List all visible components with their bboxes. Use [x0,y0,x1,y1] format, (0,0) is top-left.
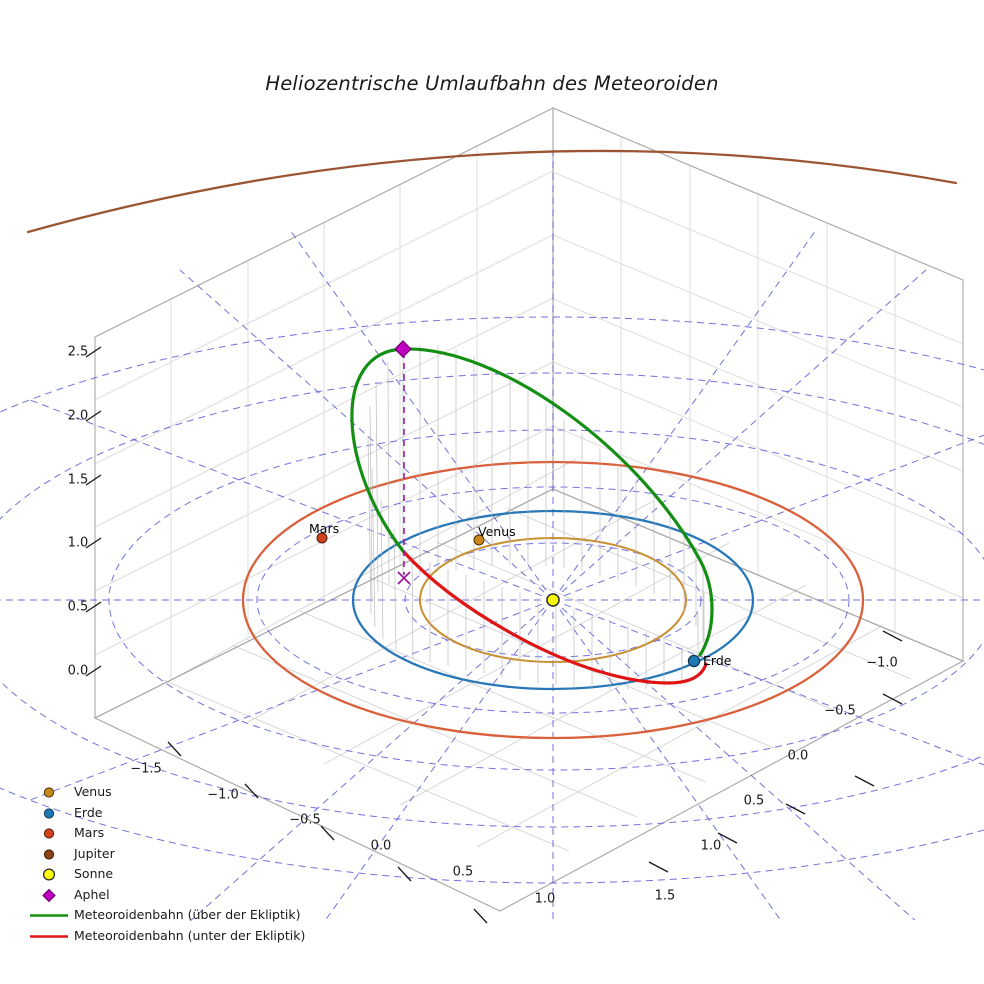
legend-label-mars: Mars [74,825,105,840]
aphel-diamond-icon [28,885,70,906]
aphel-marker[interactable] [394,340,412,358]
axes-grid-floor [162,458,912,852]
erde-marker-icon [28,803,70,824]
legend-label-aphel: Aphel [74,886,110,902]
mars-marker-icon [28,823,70,844]
venus-label: Venus [478,524,516,539]
z-tick-3: 1.5 [67,472,89,488]
z-tick-0: 0.0 [67,663,89,679]
venus-marker[interactable] [473,534,485,546]
legend-item-bahn-ueber[interactable]: Meteoroidenbahn (über der Ekliptik) [28,905,328,926]
erde-marker[interactable] [687,654,701,668]
x-tick-3: 0.0 [370,838,392,854]
legend-item-mars[interactable]: Mars [28,823,328,844]
sonne-marker-icon [28,864,70,885]
jupiter-orbit [26,149,958,234]
x-tick-1: −1.0 [207,787,239,803]
venus-orbit [419,537,687,663]
legend-item-aphel[interactable]: Aphel [28,885,328,906]
axes-box-outline [93,107,965,912]
z-tick-5: 2.5 [67,344,89,360]
legend-item-jupiter[interactable]: Jupiter [28,844,328,865]
legend: Venus Erde Mars Jupiter Sonne [28,782,328,946]
x-tick-4: 0.5 [452,864,474,880]
venus-marker-icon [28,782,70,803]
legend-label-erde: Erde [74,804,103,820]
y-tick-1: 1.0 [700,838,722,854]
red-line-icon [28,926,70,947]
legend-item-bahn-unter[interactable]: Meteoroidenbahn (unter der Ekliptik) [28,926,328,947]
mars-marker[interactable] [316,532,328,544]
erde-orbit [351,509,755,691]
x-tick-5: 1.0 [534,891,556,907]
meteoroid-droplines [367,345,705,690]
y-tick-4: −0.5 [824,703,856,719]
y-tick-0: 1.5 [654,888,676,904]
legend-item-sonne[interactable]: Sonne [28,864,328,885]
jupiter-marker-icon [28,844,70,865]
legend-label-bahn-ueber: Meteoroidenbahn (über der Ekliptik) [74,907,301,922]
z-tick-1: 0.5 [67,599,89,615]
aphel-projection-marker[interactable] [397,571,411,585]
legend-label-jupiter: Jupiter [74,845,115,861]
y-tick-5: −1.0 [866,655,898,671]
z-tick-2: 1.0 [67,535,89,551]
legend-item-venus[interactable]: Venus [28,782,328,803]
legend-label-venus: Venus [74,784,112,799]
sonne-marker[interactable] [546,593,560,607]
legend-label-bahn-unter: Meteoroidenbahn (unter der Ekliptik) [74,927,306,943]
ecliptic-radial-spokes [0,150,984,920]
mars-orbit [241,460,865,740]
green-line-icon [28,905,70,926]
y-tick-2: 0.5 [743,793,765,809]
y-tick-3: 0.0 [787,748,809,764]
legend-label-sonne: Sonne [74,866,114,881]
axis-ticks [85,346,903,924]
mars-label: Mars [309,521,340,536]
axes-grid-right-wall [552,137,964,633]
erde-label: Erde [703,653,732,668]
meteoroid-orbit-below [401,549,708,685]
x-tick-0: −1.5 [130,761,162,777]
meteoroid-orbit-above [350,347,714,657]
page-title: Heliozentrische Umlaufbahn des Meteoroid… [265,72,719,95]
x-tick-2: −0.5 [289,812,321,828]
z-tick-4: 2.0 [67,408,89,424]
legend-item-erde[interactable]: Erde [28,803,328,824]
